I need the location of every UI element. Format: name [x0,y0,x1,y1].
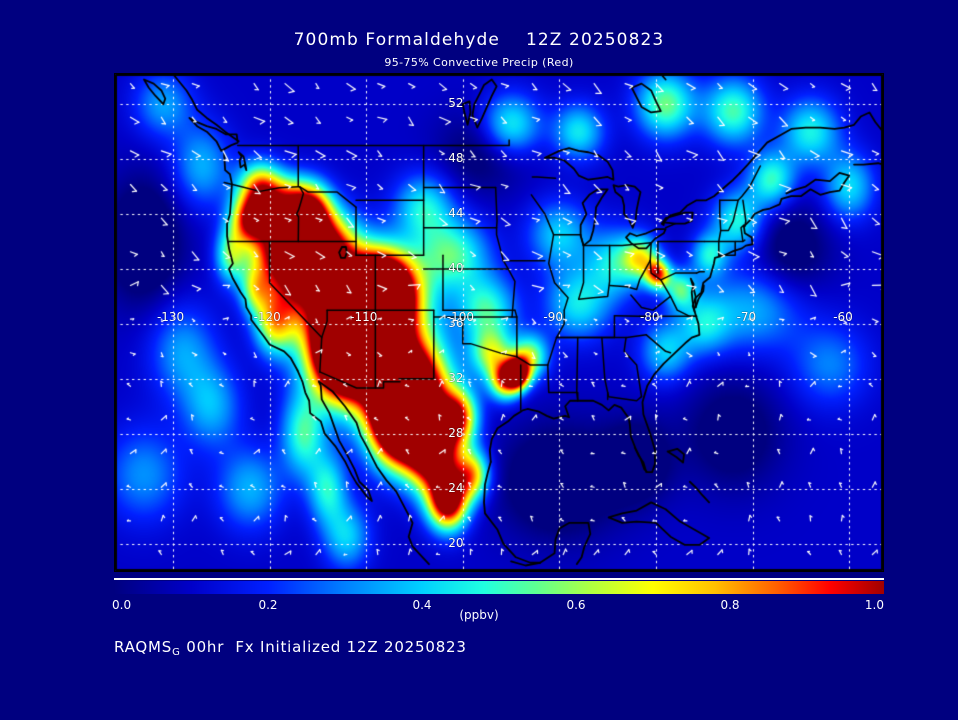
colorbar-tick: 0.8 [720,598,740,612]
colorbar-tick: 1.0 [864,598,884,612]
model-run-details: 00hr Fx Initialized 12Z 20250823 [180,638,467,656]
page-title: 700mb Formaldehyde 12Z 20250823 [293,30,665,50]
colorbar-tick: 0.4 [412,598,432,612]
colorbar-tick: 0.6 [566,598,586,612]
model-name: RAQMS [114,638,173,656]
colorbar-rule [114,578,884,580]
colorbar-gradient [114,581,884,594]
page-subtitle: 95-75% Convective Precip (Red) [384,56,574,69]
colorbar: 0.0 0.2 0.4 0.6 0.8 1.0 [112,578,884,612]
model-name-subscript: G [172,647,181,658]
colorbar-units-label: (ppbv) [459,608,499,622]
map-overlay-coastlines-grid-windbarbs [115,74,883,571]
model-run-caption: RAQMSG 00hr Fx Initialized 12Z 20250823 [114,638,467,658]
colorbar-tick: 0.0 [112,598,132,612]
colorbar-tick: 0.2 [258,598,278,612]
map-plot-area: 20 24 28 32 36 40 44 48 52 -130 -120 -110 -100 -90 -80… [114,73,884,572]
